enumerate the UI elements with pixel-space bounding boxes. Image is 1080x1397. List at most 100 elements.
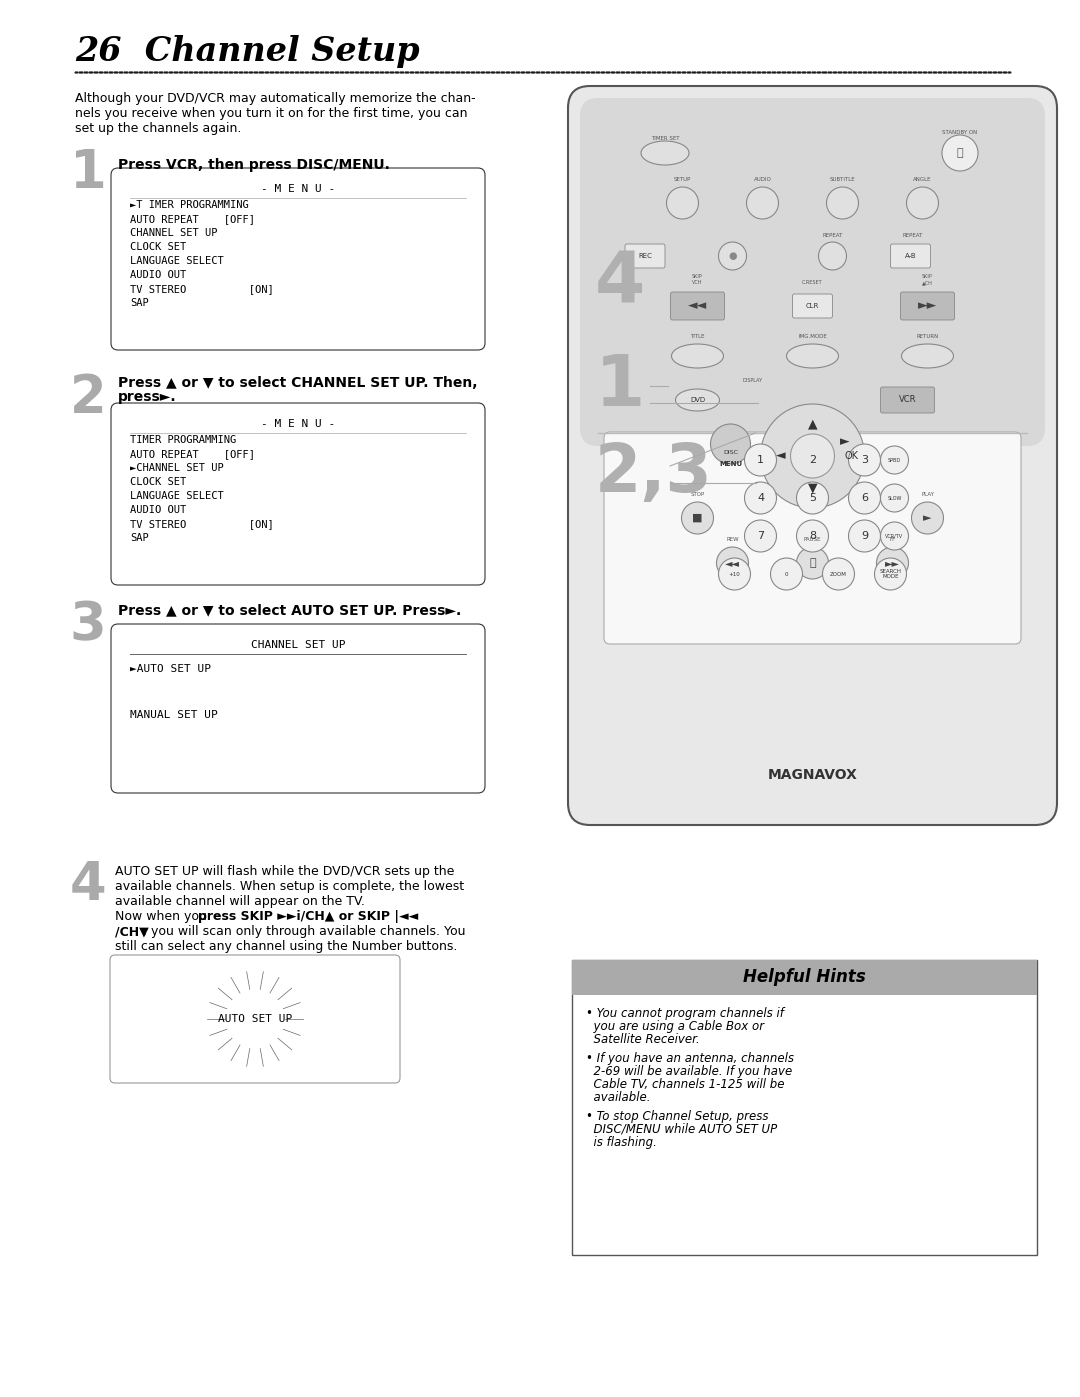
Point: [458, 61, 475, 84]
Point: [599, 61, 617, 84]
Point: [718, 61, 735, 84]
Point: [384, 61, 402, 84]
Text: IMG.MODE: IMG.MODE: [798, 334, 827, 339]
Point: [809, 61, 826, 84]
Point: [681, 61, 699, 84]
Point: [485, 61, 502, 84]
Text: ◄◄: ◄◄: [688, 299, 707, 313]
Point: [193, 61, 211, 84]
FancyBboxPatch shape: [880, 387, 934, 414]
Point: [824, 61, 841, 84]
Point: [68, 61, 85, 84]
Point: [354, 61, 372, 84]
Point: [596, 61, 613, 84]
Point: [465, 61, 483, 84]
Point: [701, 61, 718, 84]
Point: [710, 61, 727, 84]
Point: [110, 61, 127, 84]
Point: [566, 61, 583, 84]
Text: 3: 3: [69, 599, 106, 651]
Text: +10: +10: [729, 571, 741, 577]
Point: [159, 61, 176, 84]
Point: [879, 61, 896, 84]
Text: press►.: press►.: [118, 390, 177, 404]
Point: [987, 61, 1004, 84]
Circle shape: [746, 187, 779, 219]
Point: [391, 61, 408, 84]
Point: [720, 61, 738, 84]
Point: [761, 61, 779, 84]
Circle shape: [823, 557, 854, 590]
Point: [545, 61, 563, 84]
Point: [886, 61, 903, 84]
Point: [401, 61, 418, 84]
Point: [350, 61, 367, 84]
Circle shape: [875, 557, 906, 590]
Point: [470, 61, 487, 84]
Point: [622, 61, 639, 84]
Point: [230, 61, 247, 84]
Point: [856, 61, 874, 84]
Point: [762, 61, 780, 84]
Point: [653, 61, 671, 84]
Point: [630, 61, 647, 84]
Text: CLOCK SET: CLOCK SET: [130, 476, 186, 488]
Point: [312, 61, 329, 84]
Point: [507, 61, 524, 84]
Point: [126, 61, 144, 84]
Point: [802, 61, 820, 84]
Point: [589, 61, 606, 84]
Point: [931, 61, 948, 84]
Point: [198, 61, 215, 84]
Point: [218, 61, 235, 84]
Point: [334, 61, 351, 84]
Text: SLOW: SLOW: [888, 496, 902, 500]
Point: [313, 61, 330, 84]
Point: [426, 61, 443, 84]
Point: [473, 61, 490, 84]
Point: [153, 61, 171, 84]
Point: [513, 61, 530, 84]
Point: [689, 61, 706, 84]
Point: [535, 61, 552, 84]
Point: [490, 61, 508, 84]
Point: [422, 61, 440, 84]
Point: [407, 61, 424, 84]
Point: [734, 61, 752, 84]
Point: [613, 61, 631, 84]
Point: [199, 61, 216, 84]
Text: 4: 4: [757, 493, 764, 503]
Point: [758, 61, 775, 84]
Point: [141, 61, 159, 84]
Point: [617, 61, 634, 84]
Point: [342, 61, 360, 84]
Text: SPBD: SPBD: [888, 457, 901, 462]
Point: [494, 61, 511, 84]
Point: [568, 61, 585, 84]
Point: [825, 61, 842, 84]
Point: [968, 61, 985, 84]
Point: [877, 61, 894, 84]
Text: ANGLE: ANGLE: [914, 177, 932, 182]
Point: [369, 61, 387, 84]
Text: STOP: STOP: [690, 492, 704, 497]
Point: [214, 61, 231, 84]
Point: [140, 61, 158, 84]
Point: [300, 61, 318, 84]
Point: [849, 61, 866, 84]
Point: [594, 61, 611, 84]
Point: [774, 61, 792, 84]
Point: [104, 61, 121, 84]
Point: [167, 61, 185, 84]
Circle shape: [716, 548, 748, 578]
Point: [207, 61, 225, 84]
Point: [926, 61, 943, 84]
Point: [698, 61, 715, 84]
Point: [971, 61, 988, 84]
Text: Press ▲ or ▼ to select CHANNEL SET UP. Then,: Press ▲ or ▼ to select CHANNEL SET UP. T…: [118, 376, 477, 390]
Point: [643, 61, 660, 84]
Point: [562, 61, 579, 84]
Point: [148, 61, 165, 84]
Text: you are using a Cable Box or: you are using a Cable Box or: [586, 1020, 765, 1032]
Point: [244, 61, 261, 84]
